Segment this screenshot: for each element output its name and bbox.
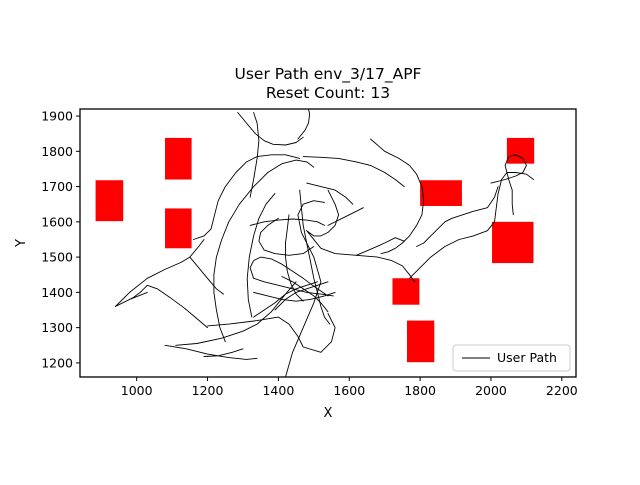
user-path-segment-2 [203,348,244,357]
user-path-segment-6 [114,284,208,329]
x-tick-label: 1800 [404,383,436,398]
user-path-segment-25 [253,291,336,302]
user-path-segment-5 [207,313,336,353]
obstacle-8 [407,320,435,363]
plot-area [95,109,535,377]
x-tick-label: 2000 [475,383,507,398]
obstacle-3 [165,208,192,249]
axes-frame [79,108,577,378]
user-path-segment-15 [306,182,354,205]
y-tick-label: 1400 [41,285,73,300]
obstacle-6 [492,221,534,264]
y-tick-label: 1700 [41,179,73,194]
y-tick-label: 1200 [41,355,73,370]
y-tick-label: 1900 [41,109,73,124]
user-path-segment-26 [274,281,329,311]
legend-box [452,344,571,372]
x-axis: 1000 1200 1400 1600 1800 2000 2200 [121,377,578,398]
user-path-segment-27 [253,281,318,318]
chart-subtitle: Reset Count: 13 [266,84,390,102]
obstacle-5 [506,137,535,164]
user-path-segment-7 [114,239,205,307]
obstacle-1 [95,180,124,222]
legend-label-user-path: User Path [497,350,557,365]
user-path-segment-14 [302,156,405,188]
user-path-segment-22 [490,154,527,216]
user-path-segment-17 [327,207,364,226]
y-tick-label: 1500 [41,250,73,265]
x-tick-label: 1400 [262,383,294,398]
user-path-segment-11 [237,112,304,146]
y-tick-label: 1600 [41,214,73,229]
chart-title: User Path env_3/17_APF [235,65,422,84]
user-path-segment-18 [306,230,416,283]
y-tick-label: 1800 [41,144,73,159]
x-tick-label: 1200 [192,383,224,398]
user-path-segment-16 [306,189,340,237]
user-path-segment-20 [355,237,405,256]
y-axis-label: Y [14,239,29,248]
legend: User Path [452,344,571,372]
obstacle-7 [392,278,420,305]
user-path-segment-12 [249,112,260,198]
user-path-segment-32 [285,214,304,302]
y-axis: 1200 1300 1400 1500 1600 1700 1800 1900 [41,109,80,370]
user-path-segment-28 [281,276,329,313]
x-tick-label: 2200 [546,383,578,398]
user-path-segment-33 [246,193,276,318]
user-path-segment-10 [192,154,301,240]
obstacle-2 [165,137,192,180]
y-tick-label: 1300 [41,320,73,335]
user-path-segment-1 [285,200,325,377]
user-path-segment-23 [416,186,499,247]
user-path-segment-24 [249,256,334,297]
obstacle-4 [420,180,462,206]
x-axis-label: X [324,406,333,421]
user-path-segment-4 [175,281,297,346]
x-tick-label: 1600 [333,383,365,398]
user-path-segment-8 [189,256,224,295]
user-path-segment-19 [370,138,425,255]
x-tick-label: 1000 [121,383,153,398]
user-path-segment-29 [249,218,325,226]
user-path-segment-30 [258,217,315,256]
user-path-segment-31 [299,189,331,325]
user-path-segment-3 [164,344,258,360]
user-path-segment-13 [297,109,311,140]
user-path-segment-21 [409,172,534,279]
user-path-segment-9 [213,159,315,343]
